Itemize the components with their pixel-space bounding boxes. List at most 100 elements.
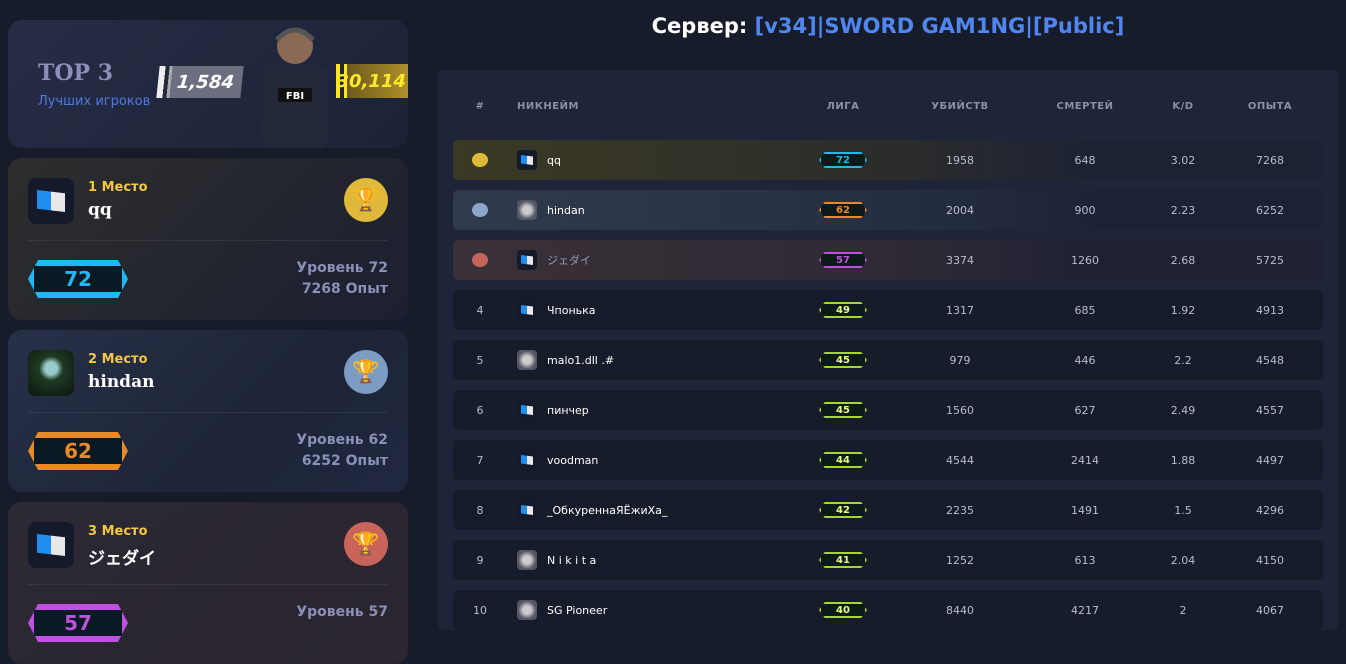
league-value: 62 xyxy=(819,202,867,218)
player-name[interactable]: N i k i t a xyxy=(547,553,597,567)
podium-card-2[interactable]: 2 Место hindan 🏆 62 Уровень 62 6252 Опыт xyxy=(8,330,408,492)
column-header[interactable]: ЛИГА xyxy=(826,101,860,112)
player-name[interactable]: _ОбкуреннаЯЁжиХа_ xyxy=(547,503,668,517)
xp-text: 6252 Опыт xyxy=(301,453,388,469)
player-name[interactable]: SG Pioneer xyxy=(547,603,608,617)
sg-logo-icon xyxy=(521,255,533,265)
league-value: 57 xyxy=(819,252,867,268)
avatar[interactable] xyxy=(517,300,537,320)
xp: 5725 xyxy=(1256,253,1284,267)
top-players-column: TOP 3 Лучших игроков 1,584 FBI 30,114 1 … xyxy=(8,20,408,664)
xp: 4913 xyxy=(1256,303,1284,317)
avatar[interactable] xyxy=(28,522,74,568)
kd: 1.88 xyxy=(1170,453,1196,467)
avatar[interactable] xyxy=(517,400,537,420)
kd: 2.23 xyxy=(1170,203,1196,217)
deaths: 446 xyxy=(1074,353,1096,367)
avatar[interactable] xyxy=(517,150,537,170)
league-badge: 41 xyxy=(819,540,867,580)
table-row[interactable]: hindan 62 2004 900 2.23 6252 xyxy=(453,190,1323,230)
table-row[interactable]: 4 Чпонька 49 1317 685 1.92 4913 xyxy=(453,290,1323,330)
level-text: Уровень 62 xyxy=(296,432,388,448)
avatar[interactable] xyxy=(517,450,537,470)
table-row[interactable]: 5 malo1.dll .# 45 979 446 2.2 4548 xyxy=(453,340,1323,380)
sg-logo-icon xyxy=(37,190,65,212)
column-header[interactable]: K/D xyxy=(1172,101,1194,112)
column-header[interactable]: ОПЫТА xyxy=(1247,101,1293,112)
avatar-photo xyxy=(517,600,537,620)
kills: 2004 xyxy=(946,203,974,217)
player-name[interactable]: qq xyxy=(88,200,112,220)
avatar[interactable] xyxy=(28,178,74,224)
level-badge: 57 xyxy=(28,604,128,642)
server-label: Сервер: xyxy=(651,14,748,38)
player-name[interactable]: voodman xyxy=(547,453,599,467)
player-name[interactable]: ジェダイ xyxy=(547,254,591,267)
kd: 2 xyxy=(1179,603,1187,617)
table-row[interactable]: 7 voodman 44 4544 2414 1.88 4497 xyxy=(453,440,1323,480)
league-badge: 62 xyxy=(819,190,867,230)
kills: 979 xyxy=(949,353,971,367)
avatar[interactable] xyxy=(517,250,537,270)
player-name[interactable]: qq xyxy=(547,153,561,167)
leaderboard-table: # НИКНЕЙМ ЛИГА УБИЙСТВ СМЕРТЕЙ K/D ОПЫТА qq 72… xyxy=(438,70,1338,630)
podium-card-3[interactable]: 3 Место ジェダイ 🏆 57 Уровень 57 xyxy=(8,502,408,664)
sg-logo-icon xyxy=(521,405,533,415)
avatar[interactable] xyxy=(517,350,537,370)
player-name[interactable]: ジェダイ xyxy=(88,549,156,569)
kd: 3.02 xyxy=(1170,153,1196,167)
avatar[interactable] xyxy=(517,600,537,620)
player-name[interactable]: пинчер xyxy=(547,403,589,417)
kills: 1252 xyxy=(946,553,974,567)
sg-logo-icon xyxy=(521,455,533,465)
league-value: 44 xyxy=(819,452,867,468)
column-header[interactable]: СМЕРТЕЙ xyxy=(1056,101,1114,112)
podium-card-1[interactable]: 1 Место qq 🏆 72 Уровень 72 7268 Опыт xyxy=(8,158,408,320)
avatar[interactable] xyxy=(28,350,74,396)
table-row[interactable]: 9 N i k i t a 41 1252 613 2.04 4150 xyxy=(453,540,1323,580)
deaths: 1491 xyxy=(1071,503,1099,517)
rank: 7 xyxy=(476,453,484,467)
level-text: Уровень 57 xyxy=(296,604,388,620)
table-row[interactable]: 8 _ОбкуреннаЯЁжиХа_ 42 2235 1491 1.5 429… xyxy=(453,490,1323,530)
xp-text: 7268 Опыт xyxy=(301,281,388,297)
table-row[interactable]: ジェダイ 57 3374 1260 2.68 5725 xyxy=(453,240,1323,280)
avatar[interactable] xyxy=(517,500,537,520)
place-label: 1 Место xyxy=(88,180,148,195)
kills: 1317 xyxy=(946,303,974,317)
trophy-icon: 🏆 xyxy=(344,178,388,222)
deaths: 613 xyxy=(1074,553,1096,567)
deaths: 4217 xyxy=(1071,603,1099,617)
deaths: 1260 xyxy=(1071,253,1099,267)
table-row[interactable]: qq 72 1958 648 3.02 7268 xyxy=(453,140,1323,180)
server-name[interactable]: [v34]|SWORD GAM1NG|[Public] xyxy=(754,14,1125,38)
column-header[interactable]: НИКНЕЙМ xyxy=(517,101,579,112)
column-header[interactable]: УБИЙСТВ xyxy=(931,101,989,112)
level-text: Уровень 72 xyxy=(296,260,388,276)
stat-left: 1,584 xyxy=(156,66,244,98)
xp: 4296 xyxy=(1256,503,1284,517)
server-title: Сервер: [v34]|SWORD GAM1NG|[Public] xyxy=(438,14,1338,38)
divider xyxy=(28,240,388,241)
level-info: Уровень 72 7268 Опыт xyxy=(296,258,388,300)
kd: 2.04 xyxy=(1170,553,1196,567)
xp: 4548 xyxy=(1256,353,1284,367)
kills: 2235 xyxy=(946,503,974,517)
deaths: 900 xyxy=(1074,203,1096,217)
player-name[interactable]: hindan xyxy=(547,203,585,217)
league-value: 72 xyxy=(819,152,867,168)
table-row[interactable]: 6 пинчер 45 1560 627 2.49 4557 xyxy=(453,390,1323,430)
player-name[interactable]: Чпонька xyxy=(547,303,596,317)
deaths: 685 xyxy=(1074,303,1096,317)
sg-logo-icon xyxy=(521,155,533,165)
table-row[interactable]: 10 SG Pioneer 40 8440 4217 2 4067 xyxy=(453,590,1323,630)
player-name[interactable]: hindan xyxy=(88,372,155,392)
avatar[interactable] xyxy=(517,550,537,570)
column-header[interactable]: # xyxy=(475,101,485,112)
avatar[interactable] xyxy=(517,200,537,220)
league-value: 45 xyxy=(819,352,867,368)
avatar-photo xyxy=(28,350,74,396)
medal-icon xyxy=(472,140,488,180)
player-name[interactable]: malo1.dll .# xyxy=(547,353,615,367)
top3-title: TOP 3 xyxy=(38,60,114,86)
